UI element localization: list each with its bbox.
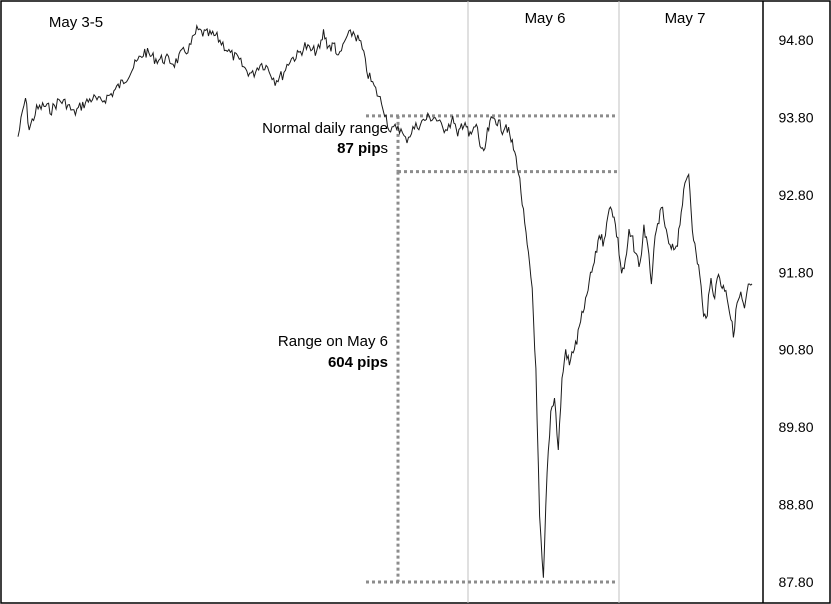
y-tick-label: 93.80 <box>778 109 813 125</box>
period-label-may7: May 7 <box>665 10 706 27</box>
may6-range-value: 604 pips <box>328 354 388 371</box>
y-tick-label: 89.80 <box>778 419 813 435</box>
y-tick-label: 91.80 <box>778 264 813 280</box>
may6-range-label: Range on May 6 <box>278 333 388 350</box>
y-tick-label: 90.80 <box>778 342 813 358</box>
normal-range-value-suffix: s <box>381 140 389 157</box>
y-tick-label: 92.80 <box>778 187 813 203</box>
period-label-may3-5: May 3-5 <box>49 14 103 31</box>
y-tick-label: 94.80 <box>778 32 813 48</box>
y-tick-label: 88.80 <box>778 497 813 513</box>
normal-range-value: 87 pips <box>337 140 388 157</box>
y-axis-ticks: 94.80 93.80 92.80 91.80 90.80 89.80 88.80 87.80 <box>778 32 813 590</box>
range-guides <box>366 114 618 584</box>
normal-range-value-bold: 87 pip <box>337 140 380 157</box>
period-label-may6: May 6 <box>525 10 566 27</box>
normal-range-label: Normal daily range <box>262 120 388 137</box>
price-series-line <box>17 24 753 578</box>
y-tick-label: 87.80 <box>778 574 813 590</box>
